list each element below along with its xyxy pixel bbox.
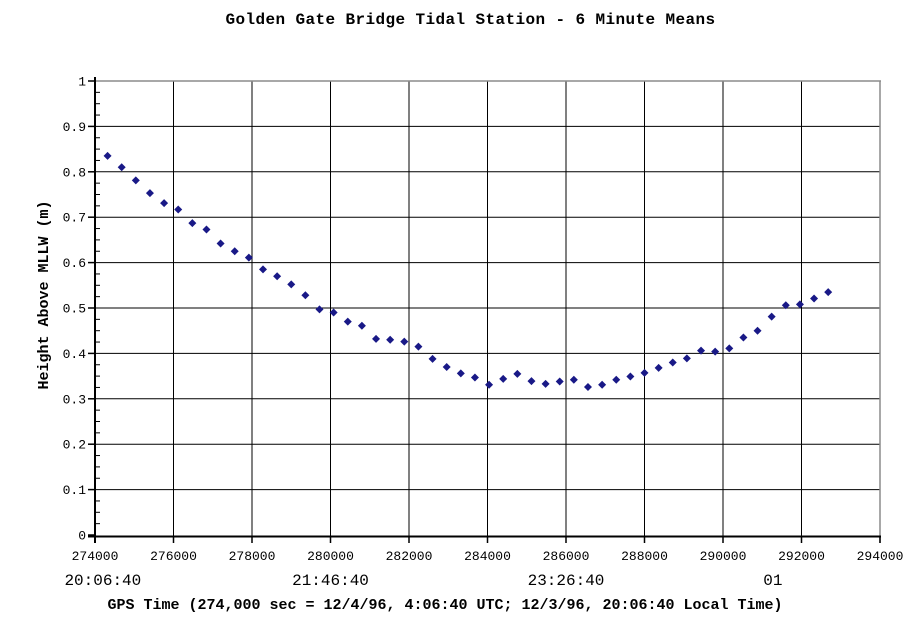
y-tick-label: 0.2 bbox=[63, 438, 86, 453]
data-point bbox=[117, 163, 126, 172]
data-point bbox=[753, 326, 762, 335]
data-point bbox=[428, 354, 437, 363]
data-point bbox=[485, 380, 494, 389]
y-tick-label: 0.4 bbox=[63, 347, 87, 362]
data-point bbox=[513, 369, 522, 378]
data-point bbox=[216, 239, 225, 248]
data-point bbox=[145, 189, 154, 198]
data-point bbox=[612, 375, 621, 384]
x-tick-label: 286000 bbox=[543, 549, 590, 564]
y-tick-label: 0.3 bbox=[63, 392, 86, 407]
data-point bbox=[598, 380, 607, 389]
data-point bbox=[711, 347, 720, 356]
x-tick-label: 292000 bbox=[778, 549, 825, 564]
y-tick-label: 0.5 bbox=[63, 302, 86, 317]
x-tick-label: 280000 bbox=[307, 549, 354, 564]
data-point bbox=[824, 288, 833, 297]
data-point bbox=[357, 321, 366, 330]
data-point bbox=[244, 253, 253, 262]
x-axis-caption: GPS Time (274,000 sec = 12/4/96, 4:06:40… bbox=[107, 597, 783, 614]
data-point bbox=[343, 317, 352, 326]
data-point bbox=[273, 272, 282, 281]
data-point bbox=[287, 280, 296, 289]
x-tick-label: 290000 bbox=[700, 549, 747, 564]
x-tick-label: 274000 bbox=[72, 549, 119, 564]
y-tick-label: 0.8 bbox=[63, 165, 86, 180]
chart-title: Golden Gate Bridge Tidal Station - 6 Min… bbox=[225, 11, 716, 29]
y-axis-title: Height Above MLLW (m) bbox=[36, 200, 53, 390]
time-tick-label: 23:26:40 bbox=[528, 572, 605, 590]
data-point bbox=[555, 377, 564, 386]
data-point bbox=[626, 372, 635, 381]
data-point bbox=[160, 199, 169, 208]
data-point bbox=[202, 225, 211, 234]
data-point bbox=[697, 346, 706, 355]
data-point bbox=[230, 247, 239, 256]
time-tick-label: 20:06:40 bbox=[64, 572, 141, 590]
data-point bbox=[499, 374, 508, 383]
data-point bbox=[301, 291, 310, 300]
x-tick-label: 288000 bbox=[621, 549, 668, 564]
data-point bbox=[386, 335, 395, 344]
data-point bbox=[795, 300, 804, 309]
data-point bbox=[470, 373, 479, 382]
data-point bbox=[174, 205, 183, 214]
data-point bbox=[442, 363, 451, 372]
y-tick-label: 0.6 bbox=[63, 256, 86, 271]
y-tick-label: 0 bbox=[78, 529, 86, 544]
data-point bbox=[329, 308, 338, 317]
data-point bbox=[654, 363, 663, 372]
data-point bbox=[258, 265, 267, 274]
data-point bbox=[640, 368, 649, 377]
x-tick-label: 276000 bbox=[150, 549, 197, 564]
data-point bbox=[810, 294, 819, 303]
data-point bbox=[372, 334, 381, 343]
time-tick-label: 01 bbox=[763, 572, 782, 590]
data-point bbox=[739, 333, 748, 342]
x-tick-label: 282000 bbox=[386, 549, 433, 564]
data-point bbox=[131, 176, 140, 185]
data-point bbox=[315, 305, 324, 314]
data-point bbox=[668, 358, 677, 367]
data-point bbox=[400, 337, 409, 346]
data-point bbox=[103, 151, 112, 160]
data-point bbox=[569, 375, 578, 384]
data-point bbox=[541, 379, 550, 388]
x-tick-label: 278000 bbox=[229, 549, 276, 564]
y-tick-label: 0.7 bbox=[63, 211, 86, 226]
data-point bbox=[781, 301, 790, 310]
data-point bbox=[682, 354, 691, 363]
y-tick-label: 0.1 bbox=[63, 483, 87, 498]
data-point bbox=[767, 312, 776, 321]
x-tick-label: 294000 bbox=[857, 549, 904, 564]
data-point bbox=[583, 382, 592, 391]
data-point bbox=[414, 342, 423, 351]
y-tick-label: 1 bbox=[78, 75, 86, 90]
data-point bbox=[725, 344, 734, 353]
data-point bbox=[527, 377, 536, 386]
data-point bbox=[456, 369, 465, 378]
x-tick-label: 284000 bbox=[464, 549, 511, 564]
data-point bbox=[188, 219, 197, 228]
time-tick-label: 21:46:40 bbox=[292, 572, 369, 590]
y-tick-label: 0.9 bbox=[63, 120, 86, 135]
